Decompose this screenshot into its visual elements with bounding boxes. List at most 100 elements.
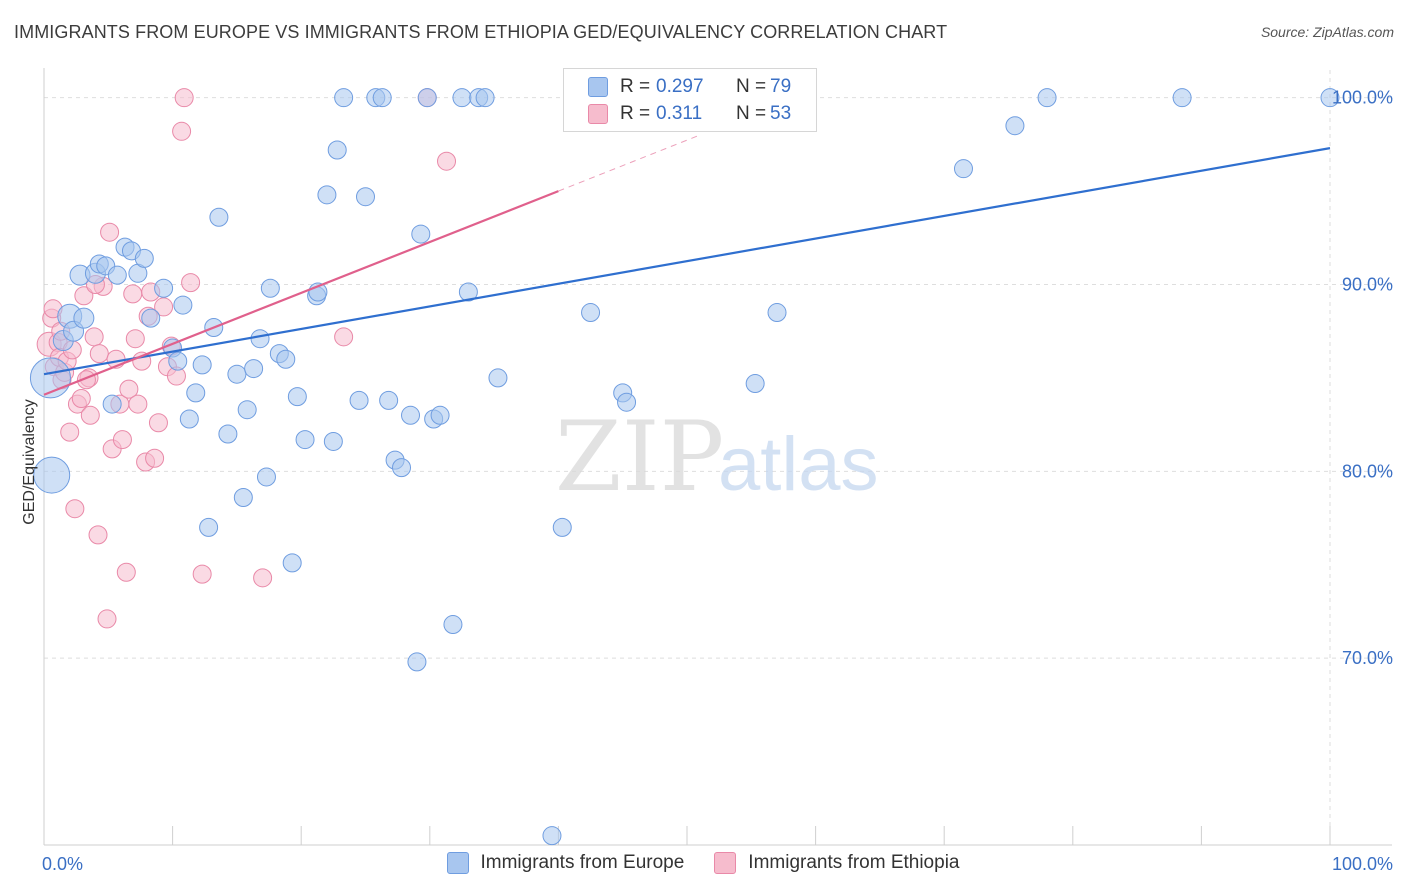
ethiopia-point [100,222,120,242]
europe-point [134,248,154,268]
europe-point [323,431,343,451]
ethiopia-point [71,388,91,408]
europe-trend-line [43,147,1331,376]
ethiopia-point [172,121,192,141]
ethiopia-point [84,327,104,347]
ethiopia-point [112,430,132,450]
ethiopia-point [74,286,94,306]
ethiopia-point [154,297,174,317]
europe-point [250,329,270,349]
chart-title: IMMIGRANTS FROM EUROPE VS IMMIGRANTS FRO… [14,22,948,42]
x-tick-label-max: 100.0% [1332,854,1393,874]
europe-point [417,88,437,108]
europe-point [244,359,264,379]
ethiopia-point [253,568,273,588]
ethiopia-point [89,344,109,364]
ethiopia-point [145,448,165,468]
europe-point [141,308,161,328]
europe-point [1037,88,1057,108]
europe-point [349,390,369,410]
europe-point [1005,116,1025,136]
europe-point [488,368,508,388]
y-tick-label: 70.0% [1342,648,1393,668]
y-tick-label: 100.0% [1332,88,1393,108]
ethiopia-point [65,499,85,519]
n-label: N = [736,76,767,97]
series-legend: Immigrants from Europe Immigrants from E… [0,852,1406,874]
n-value: 53 [770,103,792,124]
europe-point [218,424,238,444]
europe-point [73,307,95,329]
europe-point [227,364,247,384]
ethiopia-trend-extension [558,134,701,192]
watermark-zip: ZIP [555,401,724,513]
europe-point [379,390,399,410]
europe-point [401,405,421,425]
r-label: R = [620,76,651,97]
europe-point [745,374,765,394]
europe-point [475,88,495,108]
ethiopia-point [181,273,201,293]
europe-point [33,456,71,494]
europe-point [102,394,122,414]
europe-point [356,187,375,207]
r-label: R = [620,103,651,124]
europe-point [199,517,219,537]
legend-item-europe[interactable]: Immigrants from Europe [446,852,685,874]
ethiopia-point [80,405,100,425]
europe-point [287,387,307,407]
europe-point [233,487,253,507]
europe-point [282,553,302,573]
legend-label-europe: Immigrants from Europe [480,852,685,873]
europe-point [295,430,315,450]
europe-point [186,383,206,403]
legend-swatch-ethiopia [714,852,737,874]
ethiopia-point [116,562,136,582]
europe-point [168,351,188,371]
ethiopia-point [174,88,194,108]
y-tick-label: 80.0% [1342,461,1393,481]
europe-point [458,282,478,302]
europe-point [452,88,472,108]
legend-row-ethiopia: R = 0.311 N = 53 [588,102,791,126]
legend-swatch-europe [446,852,469,874]
source-label: Source: ZipAtlas.com [1260,24,1394,40]
europe-point [154,278,174,298]
ethiopia-point [334,327,354,347]
europe-point [327,140,347,160]
ethiopia-trend-line [43,190,559,396]
ethiopia-point [128,394,148,414]
europe-point [542,826,562,846]
europe-point [276,349,296,369]
europe-point [372,88,392,108]
europe-point [617,392,637,412]
legend-swatch-ethiopia [588,104,608,124]
ethiopia-point [125,329,145,349]
x-tick-label-min: 0.0% [42,854,83,874]
legend-item-ethiopia[interactable]: Immigrants from Ethiopia [714,852,959,874]
europe-point [256,467,276,487]
ethiopia-point [119,379,139,399]
europe-point [767,303,787,323]
axes [43,68,1392,846]
r-value: 0.311 [656,103,703,124]
europe-point [317,185,337,205]
ethiopia-point [123,284,143,304]
europe-point [173,295,193,315]
europe-point [581,303,601,323]
europe-point [334,88,354,108]
ethiopia-point [437,151,457,171]
legend-row-europe: R = 0.297 N = 79 [588,75,791,99]
ethiopia-point [60,422,80,442]
europe-point [953,159,973,179]
europe-point [443,615,463,635]
europe-point [411,224,431,244]
europe-point [237,400,257,420]
legend-label-ethiopia: Immigrants from Ethiopia [748,852,960,873]
europe-point [392,458,412,478]
europe-point [430,405,450,425]
europe-point [179,409,199,429]
legend-swatch-europe [588,77,608,97]
europe-point [1320,88,1340,108]
